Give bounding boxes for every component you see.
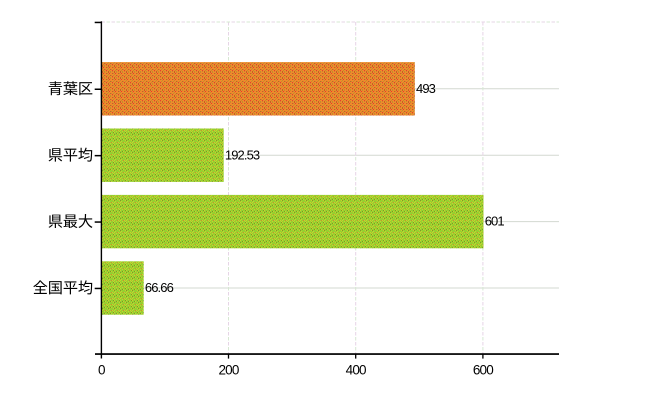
svg-text:600: 600 (473, 363, 493, 378)
svg-text:493: 493 (416, 81, 436, 96)
svg-text:601: 601 (485, 214, 505, 229)
svg-text:66.66: 66.66 (145, 280, 174, 295)
svg-text:200: 200 (218, 363, 238, 378)
svg-text:0: 0 (98, 363, 105, 378)
svg-text:192.53: 192.53 (225, 147, 260, 162)
svg-text:400: 400 (346, 363, 366, 378)
